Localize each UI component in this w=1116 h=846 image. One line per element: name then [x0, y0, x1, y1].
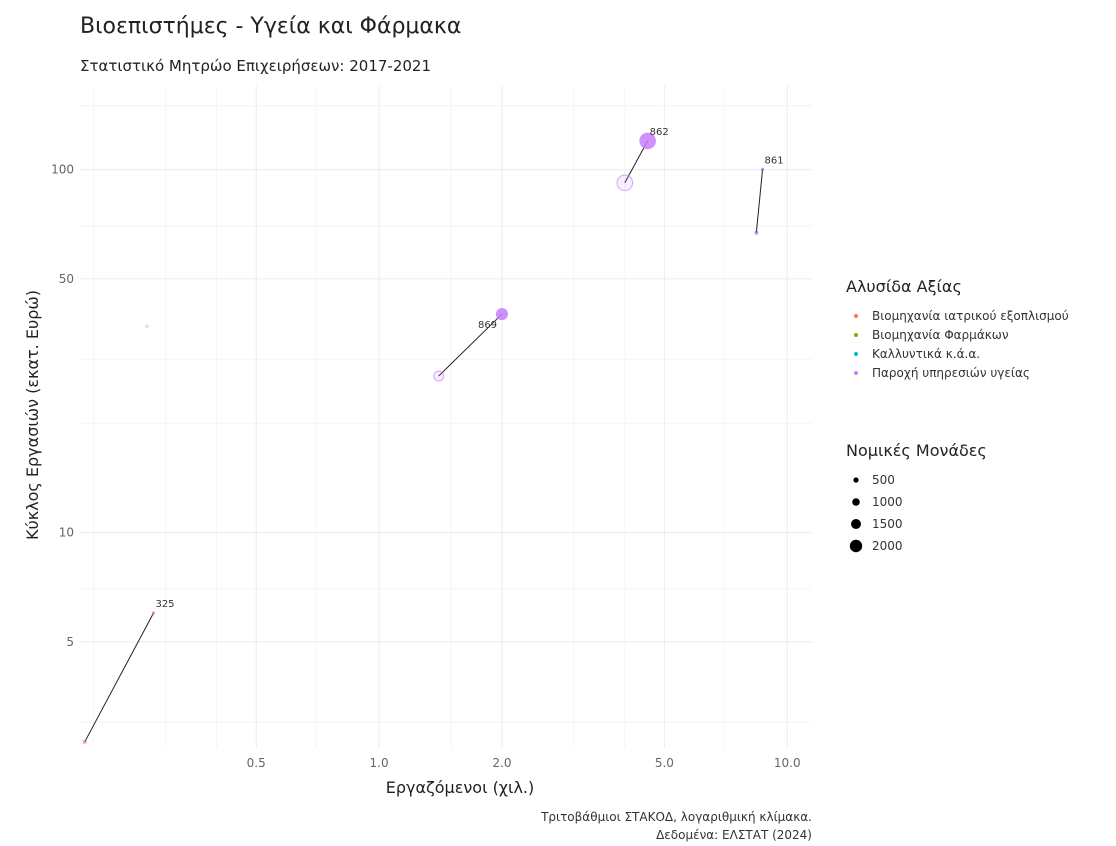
plot-grid	[80, 86, 812, 748]
x-tick-label: 1.0	[370, 756, 389, 770]
y-axis-title: Κύκλος Εργασιών (εκατ. Ευρώ)	[23, 290, 42, 540]
chart-title: Βιοεπιστήμες - Υγεία και Φάρμακα	[80, 14, 461, 39]
end-point	[495, 308, 508, 321]
legend-color-key	[854, 314, 858, 318]
legend-color-label: Βιομηχανία Φαρμάκων	[872, 328, 1009, 342]
series-869: 869	[433, 308, 508, 382]
legend-color-key	[854, 371, 858, 375]
x-tick-label: 10.0	[774, 756, 801, 770]
chart-subtitle: Στατιστικό Μητρώο Επιχειρήσεων: 2017-202…	[80, 57, 431, 75]
chart-marks: 325 862 861 869	[82, 127, 784, 744]
legend-size-label: 2000	[872, 539, 903, 553]
legend-size-key	[849, 539, 863, 553]
trajectory-line	[438, 313, 503, 377]
color-legend-title: Αλυσίδα Αξίας	[846, 277, 962, 296]
end-point	[151, 611, 156, 615]
y-tick-label: 5	[66, 635, 74, 649]
legend-color-label: Βιομηχανία ιατρικού εξοπλισμού	[872, 309, 1069, 323]
legend-size-label: 500	[872, 473, 895, 487]
legend-color-key	[854, 352, 858, 356]
x-tick-label: 0.5	[247, 756, 266, 770]
point-label: 869	[478, 320, 497, 331]
x-tick-label: 2.0	[492, 756, 511, 770]
y-tick-label: 100	[51, 163, 74, 177]
y-tick-label: 10	[59, 526, 74, 540]
trajectory-line	[755, 169, 764, 233]
start-point	[82, 739, 87, 744]
legend-size-key	[852, 498, 860, 506]
y-axis-ticks: 5 10 50 100	[51, 163, 74, 649]
color-legend: Αλυσίδα Αξίας Βιομηχανία ιατρικού εξοπλι…	[846, 277, 1069, 380]
legend-size-label: 1000	[872, 495, 903, 509]
series-861: 861	[754, 156, 784, 235]
y-tick-label: 50	[59, 272, 74, 286]
end-point	[145, 324, 149, 328]
legend-size-key	[851, 519, 861, 529]
caption-line-2: Δεδομένα: ΕΛΣΤΑΤ (2024)	[656, 828, 812, 842]
legend-color-label: Καλλυντικά κ.ά.α.	[872, 347, 980, 361]
end-point	[761, 168, 765, 172]
series-862: 862	[616, 127, 669, 192]
x-axis-title: Εργαζόμενοι (χιλ.)	[386, 778, 535, 797]
x-tick-label: 5.0	[655, 756, 674, 770]
point-label: 862	[650, 127, 669, 138]
legend-color-label: Παροχή υπηρεσιών υγείας	[872, 366, 1030, 380]
caption-line-1: Τριτοβάθμιοι ΣΤΑΚΟΔ, λογαριθμική κλίμακα…	[540, 810, 812, 824]
legend-color-key	[854, 333, 858, 337]
size-legend: Νομικές Μονάδες 500 1000 1500 2000	[846, 441, 987, 553]
series-unlabeled	[145, 324, 150, 329]
legend-size-label: 1500	[872, 517, 903, 531]
end-point	[639, 132, 656, 150]
legend-size-key	[853, 477, 859, 483]
trajectory-line	[84, 612, 154, 743]
series-325: 325	[82, 599, 175, 744]
x-axis-ticks: 0.5 1.0 2.0 5.0 10.0	[247, 756, 801, 770]
size-legend-title: Νομικές Μονάδες	[846, 441, 987, 460]
point-label: 861	[765, 156, 784, 167]
point-label: 325	[155, 599, 174, 610]
start-point	[754, 230, 759, 235]
start-point	[433, 370, 445, 382]
start-point	[616, 174, 634, 192]
